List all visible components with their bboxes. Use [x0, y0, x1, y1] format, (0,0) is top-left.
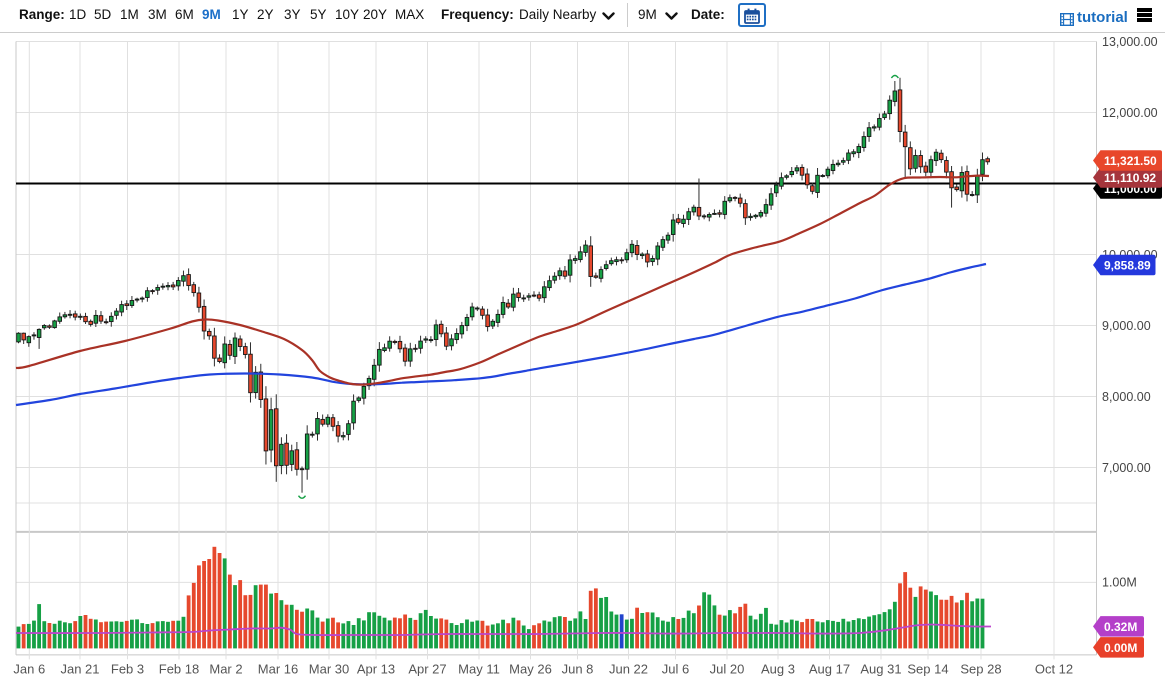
svg-text:Jan 6: Jan 6 — [13, 662, 45, 677]
svg-text:Jan 21: Jan 21 — [60, 662, 99, 677]
svg-text:Jun 8: Jun 8 — [562, 662, 594, 677]
svg-text:Mar 30: Mar 30 — [309, 662, 349, 677]
svg-text:Aug 17: Aug 17 — [809, 662, 850, 677]
svg-text:12,000.00: 12,000.00 — [1102, 106, 1158, 120]
svg-text:11,321.50: 11,321.50 — [1104, 154, 1157, 168]
svg-text:Mar 16: Mar 16 — [258, 662, 298, 677]
svg-text:Apr 13: Apr 13 — [357, 662, 395, 677]
svg-text:Jun 22: Jun 22 — [609, 662, 648, 677]
svg-text:13,000.00: 13,000.00 — [1102, 35, 1158, 49]
svg-text:Aug 31: Aug 31 — [860, 662, 901, 677]
svg-text:Apr 27: Apr 27 — [408, 662, 446, 677]
svg-text:7,000.00: 7,000.00 — [1102, 461, 1151, 475]
svg-text:Aug 3: Aug 3 — [761, 662, 795, 677]
svg-text:Jul 6: Jul 6 — [662, 662, 689, 677]
svg-text:May 26: May 26 — [509, 662, 552, 677]
svg-text:9,858.89: 9,858.89 — [1104, 259, 1151, 273]
svg-text:Feb 18: Feb 18 — [159, 662, 199, 677]
svg-text:Mar 2: Mar 2 — [209, 662, 242, 677]
svg-text:Sep 14: Sep 14 — [907, 662, 948, 677]
svg-text:Oct 12: Oct 12 — [1035, 662, 1073, 677]
svg-text:11,110.92: 11,110.92 — [1104, 171, 1156, 185]
svg-text:1.00M: 1.00M — [1102, 575, 1137, 589]
svg-text:9,000.00: 9,000.00 — [1102, 319, 1151, 333]
svg-text:Sep 28: Sep 28 — [960, 662, 1001, 677]
svg-text:8,000.00: 8,000.00 — [1102, 390, 1151, 404]
svg-text:0.32M: 0.32M — [1104, 620, 1137, 634]
svg-text:Jul 20: Jul 20 — [710, 662, 745, 677]
svg-text:Feb 3: Feb 3 — [111, 662, 144, 677]
svg-text:May 11: May 11 — [458, 662, 500, 677]
svg-text:0.00M: 0.00M — [1104, 641, 1137, 655]
